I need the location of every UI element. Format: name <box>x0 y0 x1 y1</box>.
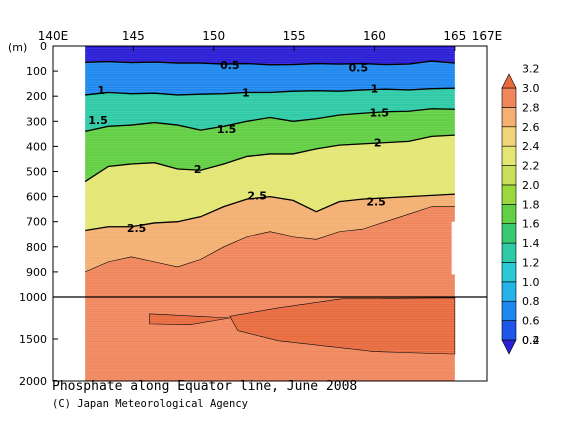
chart-credit: (C) Japan Meteorological Agency <box>52 398 248 410</box>
colorbar-swatch <box>501 300 517 321</box>
contour-label: 2.5 <box>247 189 267 202</box>
y-tick-label: 900 <box>26 266 47 279</box>
colorbar-label: 1.2 <box>522 256 540 269</box>
contour-label: 0.5 <box>220 59 240 72</box>
x-tick-label: 150 <box>202 29 225 43</box>
y-tick-label: 1000 <box>19 291 47 304</box>
field-band-1 <box>85 61 455 95</box>
colorbar-label: 1.0 <box>522 276 540 289</box>
colorbar-top-arrow <box>501 73 517 89</box>
y-tick-label: 100 <box>26 65 47 78</box>
colorbar-swatch <box>501 262 517 283</box>
y-tick-label: 700 <box>26 216 47 229</box>
colorbar-label: 0.6 <box>522 315 540 328</box>
contour-1 <box>85 87 455 96</box>
colorbar-label: 2.4 <box>522 140 540 153</box>
contour-label: 1.5 <box>370 107 390 120</box>
chart-title: Phosphate along Equator line, June 2008 <box>52 379 358 394</box>
x-tick-label: 155 <box>283 29 306 43</box>
colorbar-label: 1.4 <box>522 237 540 250</box>
y-axis-ticks: 0 100 200 300 400 500 600 700 800 900 1000 1500 2000 <box>19 40 58 388</box>
colorbar-label: 2.6 <box>522 121 540 134</box>
colorbar-label: 1.8 <box>522 198 540 211</box>
y-tick-label: 200 <box>26 90 47 103</box>
x-tick-label: 140E <box>38 29 69 43</box>
colorbar-label: 3.2 <box>522 63 540 76</box>
contour-label: 0.5 <box>349 61 369 74</box>
colorbar-swatch <box>501 223 517 244</box>
contour-label: 2 <box>374 137 382 150</box>
y-tick-label: 800 <box>26 241 47 254</box>
colorbar-swatch <box>501 204 517 224</box>
concentration-field <box>85 46 456 381</box>
y-tick-label: 500 <box>26 166 47 179</box>
colorbar-label: 1.6 <box>522 218 540 231</box>
x-tick-label: 167E <box>472 29 503 43</box>
contour-label: 1.5 <box>217 123 237 136</box>
contour-label: 2.5 <box>366 196 386 209</box>
colorbar-swatch <box>501 87 517 108</box>
colorbar-legend: 0.20.4 0.6 0.8 1.0 1.2 1.4 1.6 1.8 2.0 2.2 2.4 2.6 2… <box>501 63 540 355</box>
x-tick-label: 165 <box>443 29 466 43</box>
contour-label: 1.5 <box>88 114 108 127</box>
contour-0.5 <box>85 60 455 66</box>
field-patch-high-2 <box>229 297 456 355</box>
y-tick-label: 400 <box>26 140 47 153</box>
colorbar-label: 2.0 <box>522 179 540 192</box>
colorbar-label: 2.8 <box>522 101 540 114</box>
y-axis-unit-label: (m) <box>8 41 27 54</box>
colorbar-swatch <box>501 165 517 186</box>
missing-data-box <box>451 221 487 275</box>
field-band-3 <box>85 108 455 182</box>
colorbar-swatch <box>501 126 517 147</box>
missing-data-mask <box>451 221 487 275</box>
x-tick-label: 145 <box>122 29 145 43</box>
colorbar-label: 0.4 <box>522 334 540 347</box>
colorbar-swatch <box>501 320 517 341</box>
x-axis-ticks: 140E 145 150 155 160 165 167E <box>38 29 503 51</box>
y-tick-label: 300 <box>26 115 47 128</box>
colorbar-swatch <box>501 184 517 205</box>
y-tick-label: 1500 <box>19 333 47 346</box>
colorbar-swatch <box>501 145 517 166</box>
y-tick-label: 2000 <box>19 375 47 388</box>
plot-border <box>52 45 488 382</box>
contour-label: 2 <box>194 163 202 176</box>
colorbar-label: 2.2 <box>522 160 540 173</box>
colorbar-label: 0.2 <box>522 334 540 347</box>
x-tick-label: 160 <box>363 29 386 43</box>
colorbar-label: 3.0 <box>522 82 540 95</box>
field-band-0 <box>85 46 455 65</box>
contour-2 <box>84 134 455 183</box>
field-band-5 <box>85 194 455 272</box>
contour-label: 1 <box>97 84 105 97</box>
contour-1.5 <box>85 108 455 132</box>
contour-lines <box>84 60 455 273</box>
contour-2.8 <box>85 206 455 273</box>
colorbar-swatch <box>501 107 517 128</box>
colorbar-label: 0.8 <box>522 295 540 308</box>
colorbar-bottom-arrow <box>501 339 517 355</box>
contour-label: 1 <box>371 83 379 96</box>
field-band-2 <box>85 88 455 132</box>
y-tick-label: 0 <box>40 40 47 53</box>
y-tick-label: 600 <box>26 191 47 204</box>
field-band-4 <box>85 135 455 231</box>
field-patch-high-1 <box>149 313 230 326</box>
colorbar-swatch <box>501 242 517 263</box>
contour-label: 2.5 <box>127 222 147 235</box>
plot-frame <box>52 45 488 382</box>
contour-label: 1 <box>242 86 250 99</box>
colorbar-swatch <box>501 281 517 302</box>
contour-2.5 <box>85 193 455 232</box>
